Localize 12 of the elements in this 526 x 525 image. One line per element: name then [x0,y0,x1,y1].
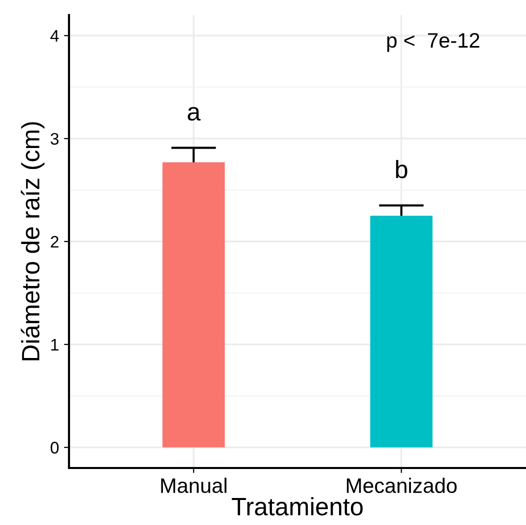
y-tick-label: 2 [50,236,58,248]
x-tick-label: Manual [161,478,226,494]
annotation: p < 7e-12 [387,33,480,52]
y-tick-label: 1 [51,339,58,350]
y-axis-title: Diámetro de raíz (cm) [20,122,44,360]
y-tick-label: 3 [50,132,59,145]
x-tick-label: Mecanizado [346,478,457,494]
y-tick-label: 4 [50,30,59,42]
x-axis-title: Tratamiento [232,497,363,516]
annotation: b [396,160,408,178]
annotation: a [188,106,201,121]
y-tick-label: 0 [50,442,59,454]
